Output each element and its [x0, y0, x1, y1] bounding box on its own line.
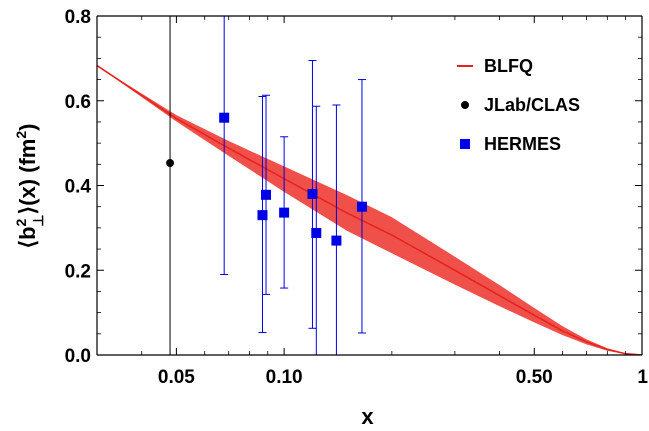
hermes-point-7: [331, 235, 342, 246]
legend-swatch-jlab-clas: [461, 101, 469, 109]
jlab-clas-point-1: [166, 159, 175, 168]
y-axis-title-sup: 2: [13, 218, 29, 226]
hermes-point-6: [311, 227, 322, 238]
legend-layer: BLFQ JLab/CLAS HERMES: [457, 56, 580, 154]
marker-layer: [166, 112, 367, 246]
y-axis-title-sub: ⊥: [30, 214, 46, 226]
y-tick-label-5: 0.8: [65, 7, 91, 28]
hermes-point-5: [307, 188, 318, 199]
x-axis-title: x: [361, 404, 374, 429]
y-axis-title-part: ⟨b: [15, 226, 40, 248]
axes-layer: 0.00.20.40.60.80.05 0.10 0.50 1x⟨b2⊥⟩(x) (f…: [13, 7, 648, 429]
y-axis-title: ⟨b2⊥⟩(x) (fm2): [13, 124, 46, 249]
y-tick-label-3: 0.4: [65, 177, 92, 198]
hermes-point-2: [257, 210, 268, 221]
x-tick-label-3: 0.50: [516, 367, 553, 388]
y-tick-label-2: 0.2: [65, 261, 91, 282]
errorbar-layer: [166, 16, 366, 355]
y-tick-label-4: 0.6: [65, 92, 91, 113]
x-tick-label-4: 1: [637, 367, 648, 388]
hermes-point-4: [279, 207, 290, 218]
legend-label-jlab-clas: JLab/CLAS: [484, 95, 580, 115]
y-axis-title-part: ): [15, 124, 40, 131]
hermes-point-1: [219, 112, 230, 123]
blfq-band: [97, 65, 642, 355]
legend-swatch-hermes: [460, 139, 470, 149]
hermes-point-3: [261, 189, 272, 200]
y-axis-title-part: ⟩(x) (fm: [15, 139, 40, 215]
x-tick-label-1: 0.05: [158, 367, 195, 388]
legend-label-blfq: BLFQ: [484, 56, 533, 76]
y-tick-label-1: 0.0: [65, 346, 91, 367]
blfq-line: [97, 64, 642, 355]
hermes-point-8: [356, 201, 367, 212]
y-axis-title-sup: 2: [13, 131, 29, 139]
legend-label-hermes: HERMES: [484, 134, 561, 154]
band-layer: [97, 64, 642, 355]
x-tick-label-2: 0.10: [266, 367, 303, 388]
